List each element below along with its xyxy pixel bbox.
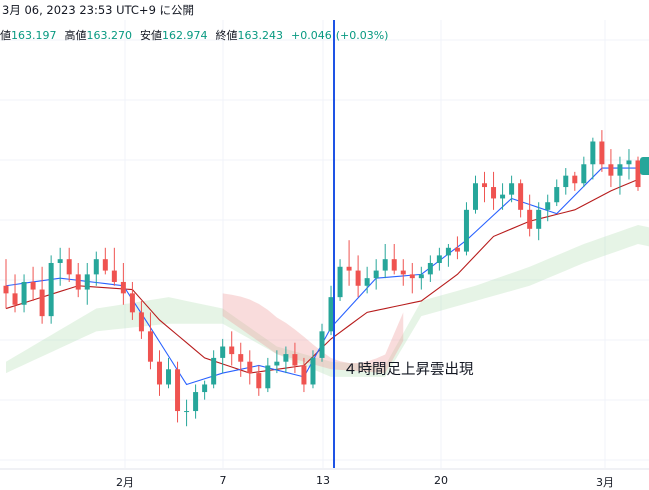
candle-body bbox=[229, 346, 235, 355]
candle-body bbox=[193, 392, 199, 412]
candle-body bbox=[66, 259, 72, 275]
candle-body bbox=[175, 369, 181, 412]
candle-body bbox=[75, 274, 81, 290]
candle-body bbox=[3, 285, 9, 294]
x-tick-feb: 2月 bbox=[116, 476, 134, 489]
candle-body bbox=[355, 270, 361, 286]
candle-body bbox=[500, 194, 506, 199]
candle-body bbox=[166, 369, 172, 385]
change-percent: (+0.03%) bbox=[335, 29, 389, 42]
candle-body bbox=[409, 274, 415, 279]
candle-body bbox=[454, 247, 460, 252]
candle-body bbox=[590, 141, 596, 165]
candle-body bbox=[572, 175, 578, 184]
candle-body bbox=[346, 266, 352, 271]
high-value: 163.270 bbox=[86, 29, 133, 42]
candle-body bbox=[84, 274, 90, 290]
candle-body bbox=[427, 262, 433, 275]
candle-body bbox=[635, 160, 641, 188]
candle-body bbox=[57, 259, 63, 263]
low-label: 安値 bbox=[140, 29, 162, 42]
candle-body bbox=[509, 183, 515, 195]
candle-body bbox=[238, 354, 244, 362]
candle-body bbox=[120, 281, 126, 294]
candle-body bbox=[156, 361, 162, 385]
candle-body bbox=[617, 164, 623, 176]
candle-body bbox=[310, 357, 316, 385]
candle-body bbox=[563, 175, 569, 188]
candle-body bbox=[39, 289, 45, 317]
candle-body bbox=[265, 365, 271, 389]
candle-body bbox=[48, 262, 54, 317]
candle-body bbox=[147, 331, 153, 362]
low-value: 162.974 bbox=[162, 29, 208, 42]
candle-body bbox=[463, 209, 469, 252]
candle-body bbox=[545, 202, 551, 210]
candle-body bbox=[472, 183, 478, 210]
candle-body bbox=[247, 361, 253, 374]
candle-body bbox=[626, 160, 632, 165]
publish-datetime: 3月 06, 2023 23:53 UTC+9 に公開 bbox=[0, 0, 649, 20]
ichimoku-cloud-bearish bbox=[222, 293, 404, 374]
x-tick-7: 7 bbox=[219, 474, 227, 487]
candle-body bbox=[581, 164, 587, 184]
candle-body bbox=[382, 259, 388, 271]
change-value: +0.046 bbox=[291, 29, 332, 42]
candle-body bbox=[364, 278, 370, 286]
candle-body bbox=[527, 209, 533, 229]
candle-body bbox=[93, 259, 99, 275]
candle-body bbox=[400, 270, 406, 275]
x-tick-20: 20 bbox=[434, 474, 448, 487]
high-label: 高値 bbox=[64, 29, 87, 42]
open-value: 163.197 bbox=[11, 29, 57, 42]
candle-body bbox=[337, 266, 343, 298]
x-tick-mar: 3月 bbox=[596, 476, 614, 489]
candle-body bbox=[211, 357, 217, 385]
candle-body bbox=[599, 141, 605, 165]
candle-body bbox=[274, 361, 280, 366]
candle-body bbox=[30, 281, 36, 290]
candle-body bbox=[436, 255, 442, 263]
close-value: 163.243 bbox=[237, 29, 284, 42]
candle-body bbox=[482, 183, 488, 188]
ohlc-legend: 値163.197 高値163.270 安値162.974 終値163.243 +0.04… bbox=[0, 26, 649, 46]
candle-body bbox=[256, 373, 262, 389]
candle-body bbox=[608, 164, 614, 176]
candle-body bbox=[554, 187, 560, 203]
candle-body bbox=[202, 384, 208, 393]
ichimoku-cloud-bullish bbox=[6, 225, 649, 377]
price-scale-marker[interactable] bbox=[640, 157, 649, 175]
candle-body bbox=[518, 183, 524, 210]
candle-body bbox=[536, 209, 542, 229]
annotation-text: ４時間足上昇雲出現 bbox=[343, 362, 474, 378]
candle-body bbox=[292, 354, 298, 366]
candle-body bbox=[491, 187, 497, 199]
publish-datetime-text: 3月 06, 2023 23:53 UTC+9 に公開 bbox=[2, 3, 195, 17]
candle-body bbox=[138, 312, 144, 332]
candle-body bbox=[12, 293, 18, 305]
candle-body bbox=[301, 365, 307, 385]
candle-body bbox=[111, 270, 117, 282]
candle-body bbox=[445, 247, 451, 256]
candle-body bbox=[283, 354, 289, 362]
candle-body bbox=[328, 297, 334, 332]
open-label: 値 bbox=[0, 29, 11, 42]
candle-body bbox=[418, 274, 424, 279]
candle-body bbox=[319, 331, 325, 358]
candle-body bbox=[102, 259, 108, 271]
candle-body bbox=[21, 281, 27, 305]
candle-body bbox=[373, 270, 379, 279]
close-label: 終値 bbox=[215, 29, 238, 42]
candle-body bbox=[391, 259, 397, 271]
candle-body bbox=[220, 346, 226, 358]
candle-body bbox=[129, 293, 135, 313]
candle-body bbox=[184, 411, 190, 413]
x-tick-13: 13 bbox=[316, 474, 330, 487]
